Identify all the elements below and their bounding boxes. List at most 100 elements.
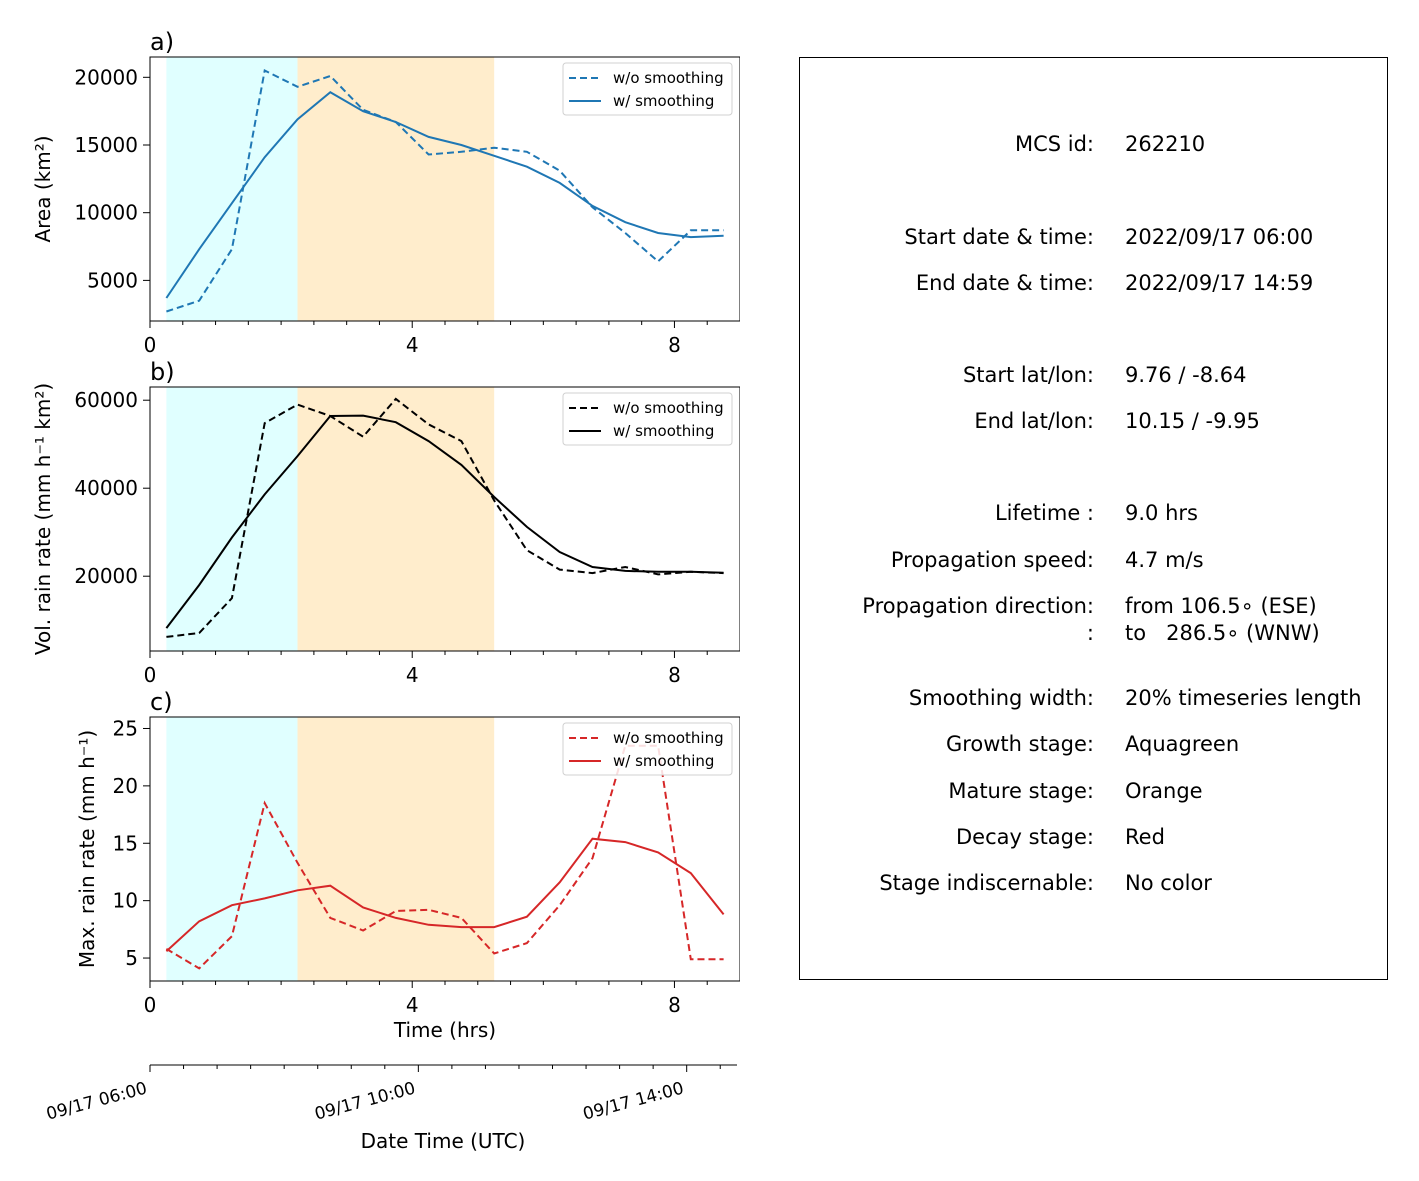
info-row-direction-to: : to 286.5∘ (WNW): [800, 620, 1389, 646]
legend-box: [562, 722, 733, 776]
info-label: Smoothing width:: [908, 686, 1094, 710]
y-tick-label: 5: [125, 946, 138, 970]
x-tick-label: 4: [406, 333, 419, 357]
y-axis-label: Max. rain rate (mm h⁻¹): [75, 730, 99, 968]
y-tick-label: 20000: [74, 564, 138, 588]
info-label: Mature stage:: [948, 779, 1094, 803]
growth-stage-band: [166, 387, 298, 651]
info-value: to 286.5∘ (WNW): [1125, 621, 1320, 645]
x-tick-label: 4: [406, 993, 419, 1017]
info-value: 2022/09/17 06:00: [1125, 225, 1314, 249]
y-tick-label: 15000: [74, 133, 138, 157]
info-label: Propagation direction:: [862, 594, 1094, 618]
mature-stage-band: [297, 387, 495, 651]
x-tick-label: 8: [668, 993, 681, 1017]
legend-label: w/o smoothing: [613, 69, 724, 87]
datetime-tick-label: 09/17 10:00: [313, 1079, 418, 1125]
series-line-smoothed: [165, 414, 724, 629]
panel-b: 0 4 8 20000 40000 60000 Vol. rain rate (mm h⁻¹…: [31, 358, 740, 687]
x-tick-label: 0: [144, 993, 157, 1017]
legend: w/o smoothing w/ smoothing: [562, 62, 733, 116]
info-row-speed: Propagation speed: 4.7 m/s: [800, 547, 1389, 573]
y-tick-label: 25: [113, 716, 138, 740]
info-value: Aquagreen: [1125, 732, 1240, 756]
legend-label: w/ smoothing: [613, 422, 714, 440]
info-label: Stage indiscernable:: [879, 871, 1094, 895]
info-row-growth: Growth stage: Aquagreen: [800, 731, 1389, 757]
legend-box: [562, 392, 733, 446]
info-label: Lifetime :: [994, 501, 1094, 525]
series-line-unsmoothed: [166, 69, 724, 313]
legend-box: [562, 62, 733, 116]
legend: w/o smoothing w/ smoothing: [562, 392, 733, 446]
mcs-info-panel: MCS id: 262210 Start date & time: 2022/0…: [799, 57, 1388, 980]
datetime-tick-label: 09/17 14:00: [581, 1079, 686, 1125]
info-label: Start date & time:: [904, 225, 1094, 249]
info-row-start-latlon: Start lat/lon: 9.76 / -8.64: [800, 362, 1389, 388]
x-tick-label: 4: [406, 663, 419, 687]
info-value: 262210: [1125, 132, 1206, 156]
legend: w/o smoothing w/ smoothing: [562, 722, 733, 776]
datetime-axis: 09/17 06:00 09/17 10:00 09/17 14:00 Date Ti…: [44, 1064, 737, 1153]
legend-label: w/ smoothing: [613, 752, 714, 770]
panel-label: b): [150, 358, 175, 386]
legend-label: w/ smoothing: [613, 92, 714, 110]
info-row-decay: Decay stage: Red: [800, 824, 1389, 850]
mcs-timeseries-figure: 0 4 8 5000 10000 15000 20000 Area (km²) a) w/o sm…: [31, 28, 740, 1153]
growth-stage-band: [166, 717, 298, 981]
info-value: 20% timeseries length: [1125, 686, 1362, 710]
info-value: 9.0 hrs: [1125, 501, 1198, 525]
info-value: 2022/09/17 14:59: [1125, 271, 1314, 295]
panel-c: 0 4 8 5 10 15 20 25 Max. rain rate (mm h⁻¹) c) Tim…: [75, 688, 740, 1042]
info-row-direction-from: Propagation direction: from 106.5∘ (ESE): [800, 593, 1389, 619]
info-value: No color: [1125, 871, 1212, 895]
datetime-tick-label: 09/17 06:00: [44, 1079, 149, 1125]
info-value: 4.7 m/s: [1125, 548, 1204, 572]
panel-label: c): [150, 688, 173, 716]
info-label: Start lat/lon:: [962, 363, 1094, 387]
info-row-indiscernable: Stage indiscernable: No color: [800, 870, 1389, 896]
panel-label: a): [150, 28, 174, 56]
y-axis-label: Area (km²): [31, 135, 55, 242]
y-axis-label: Vol. rain rate (mm h⁻¹ km²): [31, 383, 55, 655]
series-line-smoothed: [165, 837, 725, 952]
info-value: 9.76 / -8.64: [1125, 363, 1247, 387]
legend-label: w/o smoothing: [613, 729, 724, 747]
y-tick-label: 10000: [74, 201, 138, 225]
info-label: Decay stage:: [956, 825, 1094, 849]
series-line-smoothed: [165, 90, 724, 299]
info-label: Propagation speed:: [890, 548, 1094, 572]
x-tick-label: 8: [668, 333, 681, 357]
info-label: MCS id:: [1014, 132, 1094, 156]
info-row-mature: Mature stage: Orange: [800, 778, 1389, 804]
info-row-start-time: Start date & time: 2022/09/17 06:00: [800, 224, 1389, 250]
info-label: :: [1086, 621, 1094, 645]
info-row-mcs-id: MCS id: 262210: [800, 131, 1389, 157]
mature-stage-band: [297, 717, 495, 981]
info-row-lifetime: Lifetime : 9.0 hrs: [800, 500, 1389, 526]
x-axis-label: Time (hrs): [393, 1018, 496, 1042]
info-label: End date & time:: [915, 271, 1094, 295]
x-tick-label: 0: [144, 333, 157, 357]
info-value: from 106.5∘ (ESE): [1125, 594, 1317, 618]
mature-stage-band: [297, 57, 495, 321]
y-tick-label: 15: [113, 831, 138, 855]
x-tick-label: 0: [144, 663, 157, 687]
info-label: End lat/lon:: [974, 409, 1094, 433]
info-row-end-latlon: End lat/lon: 10.15 / -9.95: [800, 408, 1389, 434]
datetime-axis-label: Date Time (UTC): [361, 1129, 526, 1153]
growth-stage-band: [166, 57, 298, 321]
y-tick-label: 10: [113, 889, 138, 913]
info-row-end-time: End date & time: 2022/09/17 14:59: [800, 270, 1389, 296]
panel-a: 0 4 8 5000 10000 15000 20000 Area (km²) a) w/o sm…: [31, 28, 740, 357]
y-tick-label: 20: [113, 774, 138, 798]
info-value: Orange: [1125, 779, 1203, 803]
y-tick-label: 60000: [74, 388, 138, 412]
info-row-smoothing: Smoothing width: 20% timeseries length: [800, 685, 1389, 711]
y-tick-label: 20000: [74, 65, 138, 89]
x-tick-label: 8: [668, 663, 681, 687]
legend-label: w/o smoothing: [613, 399, 724, 417]
info-value: Red: [1125, 825, 1165, 849]
y-tick-label: 40000: [74, 476, 138, 500]
info-value: 10.15 / -9.95: [1125, 409, 1260, 433]
